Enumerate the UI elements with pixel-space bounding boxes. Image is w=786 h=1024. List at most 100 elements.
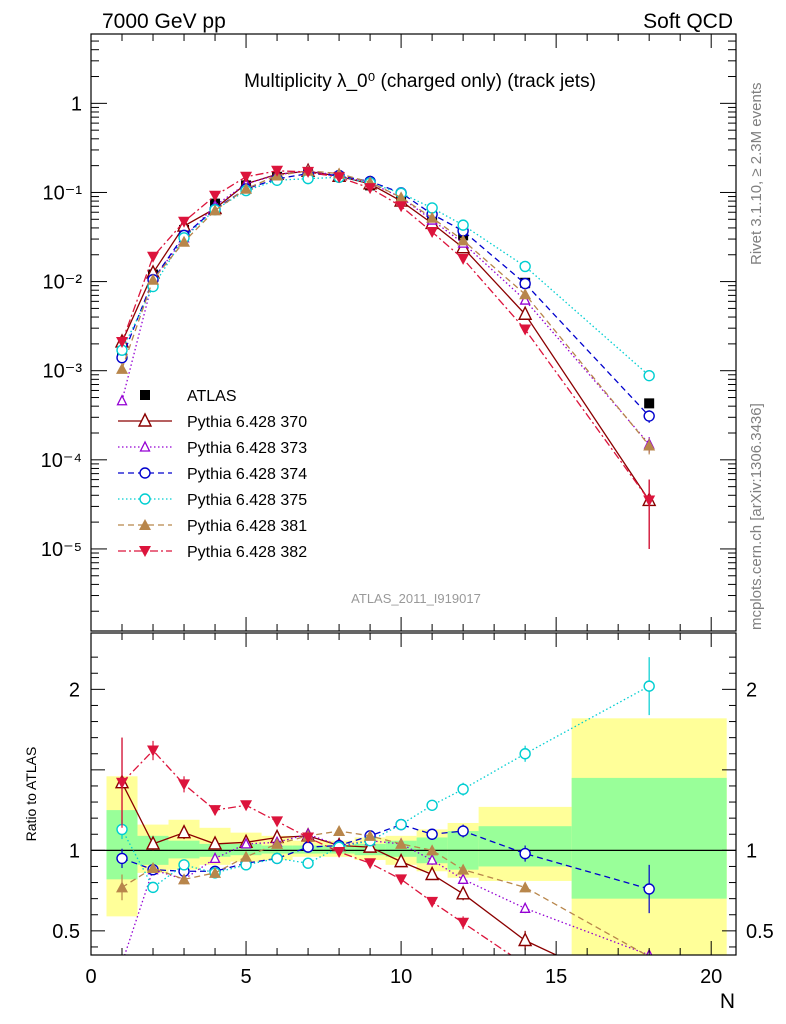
analysis-label: ATLAS_2011_I919017 (351, 591, 481, 606)
data-point-pythia-6-428-375 (426, 202, 438, 214)
ratio-series-pythia-6-428-382 (116, 737, 512, 955)
x-tick-label: 10 (390, 966, 412, 988)
y-tick-label: 10⁻⁴ (41, 450, 82, 472)
series-pythia-6-428-374 (116, 167, 655, 423)
legend-marker (137, 412, 153, 427)
data-point-pythia-6-428-381 (116, 362, 129, 374)
ratio-y-tick-label-right: 2 (746, 679, 757, 701)
legend-marker (139, 467, 151, 479)
ratio-point-pythia-6-428-382 (116, 777, 129, 789)
y-tick-label: 10⁻³ (43, 361, 83, 383)
data-point-pythia-6-428-375 (519, 260, 531, 273)
y-tick-label: 10⁻¹ (43, 182, 83, 204)
legend-label: Pythia 6.428 373 (187, 440, 307, 457)
data-point-pythia-6-428-382 (302, 166, 315, 178)
legend-label: Pythia 6.428 370 (187, 414, 307, 431)
data-point-pythia-6-428-381 (519, 288, 532, 300)
data-point-pythia-6-428-373 (519, 293, 531, 305)
ratio-plot-area (91, 657, 736, 955)
ratio-point-pythia-6-428-381 (457, 863, 470, 875)
x-tick-label: 20 (700, 966, 722, 988)
data-point-pythia-6-428-381 (457, 234, 470, 246)
data-point-pythia-6-428-382 (116, 336, 129, 348)
data-point-pythia-6-428-373 (116, 394, 128, 406)
ratio-point-pythia-6-428-374 (426, 828, 438, 840)
data-point-pythia-6-428-382 (519, 324, 532, 336)
ratio-point-pythia-6-428-370 (145, 835, 161, 850)
series-pythia-6-428-381 (116, 164, 656, 455)
main-title: Multiplicity λ_0⁰ (charged only) (track … (244, 71, 596, 92)
ratio-ylabel: Ratio to ATLAS (23, 747, 39, 842)
data-point-pythia-6-428-382 (395, 201, 408, 213)
ratio-series-pythia-6-428-375 (116, 657, 655, 894)
ratio-point-pythia-6-428-374 (302, 841, 314, 853)
data-point-pythia-6-428-382 (209, 190, 222, 202)
x-axis-label: N (720, 990, 735, 1013)
ratio-point-pythia-6-428-382 (147, 745, 160, 757)
data-point-pythia-6-428-370 (518, 305, 533, 320)
data-point-pythia-6-428-382 (240, 171, 253, 183)
ratio-point-pythia-6-428-370 (455, 885, 471, 900)
ratio-panel: 0 5 10 15 20 0.5 0.5 1 1 2 2 Ratio to ATLAS N (23, 632, 774, 1013)
legend-item-pythia-6-428-374: Pythia 6.428 374 (118, 466, 307, 483)
series-pythia-6-428-373 (116, 164, 655, 453)
series-line-pythia-6-428-374 (121, 172, 650, 417)
ratio-point-pythia-6-428-381 (395, 837, 408, 849)
data-point-pythia-6-428-381 (147, 273, 160, 285)
data-point-pythia-6-428-382 (426, 227, 439, 239)
legend-item-pythia-6-428-381: Pythia 6.428 381 (118, 518, 307, 535)
ratio-point-pythia-6-428-375 (178, 859, 190, 871)
ratio-point-pythia-6-428-382 (333, 846, 346, 858)
band-green (261, 845, 293, 854)
ratio-y-tick-label-left: 0.5 (52, 921, 80, 943)
x-tick-label: 5 (240, 966, 251, 988)
legend-label: Pythia 6.428 382 (187, 544, 307, 561)
series-pythia-6-428-382 (116, 165, 656, 549)
legend-label: ATLAS (187, 388, 237, 405)
legend-label: Pythia 6.428 381 (187, 518, 307, 535)
data-point-pythia-6-428-374 (519, 277, 531, 290)
ratio-point-pythia-6-428-381 (426, 844, 439, 856)
legend-marker (139, 546, 151, 557)
ratio-point-pythia-6-428-370 (518, 931, 533, 947)
y-tick-label: 10⁻² (43, 272, 83, 294)
ratio-frame (90, 632, 737, 956)
data-point-pythia-6-428-382 (178, 216, 191, 228)
ratio-point-pythia-6-428-382 (209, 805, 222, 817)
data-point-pythia-6-428-381 (426, 211, 439, 223)
data-point-pythia-6-428-382 (364, 183, 377, 195)
ratio-point-pythia-6-428-375 (271, 852, 283, 865)
ratio-point-pythia-6-428-375 (302, 857, 314, 869)
ratio-point-pythia-6-428-373 (457, 872, 469, 884)
legend-marker (139, 519, 151, 530)
ratio-point-pythia-6-428-382 (240, 800, 253, 812)
legend-item-atlas: ATLAS (140, 388, 237, 405)
ratio-line-pythia-6-428-381 (121, 830, 648, 955)
ratio-point-pythia-6-428-381 (271, 837, 284, 849)
ratio-point-pythia-6-428-373 (209, 851, 221, 864)
data-point-atlas (644, 398, 655, 409)
legend-item-pythia-6-428-370: Pythia 6.428 370 (118, 412, 307, 431)
uncertainty-bands (106, 718, 727, 955)
main-plot-area (114, 162, 657, 549)
main-panel: 10⁻⁵ 10⁻⁴ 10⁻³ 10⁻² 10⁻¹ 1 Multiplicity λ_0⁰ … (41, 33, 737, 632)
ratio-point-pythia-6-428-375 (147, 881, 159, 894)
series-line-pythia-6-428-370 (121, 170, 650, 501)
rivet-label: Rivet 3.1.10, ≥ 2.3M events (748, 83, 765, 266)
series-atlas (117, 169, 655, 409)
data-point-pythia-6-428-381 (643, 439, 656, 451)
ratio-point-pythia-6-428-373 (426, 853, 438, 865)
data-point-pythia-6-428-381 (240, 182, 253, 194)
series-line-pythia-6-428-375 (121, 176, 650, 377)
legend-item-pythia-6-428-375: Pythia 6.428 375 (118, 492, 307, 509)
band-green (168, 840, 200, 859)
band-green (230, 843, 262, 856)
x-tick-label: 15 (545, 966, 567, 988)
legend-item-pythia-6-428-373: Pythia 6.428 373 (118, 440, 307, 457)
data-point-pythia-6-428-382 (271, 165, 284, 177)
ratio-point-pythia-6-428-381 (147, 862, 160, 874)
legend-label: Pythia 6.428 375 (187, 492, 307, 509)
data-point-pythia-6-428-375 (457, 219, 469, 231)
ratio-point-pythia-6-428-381 (178, 873, 191, 885)
